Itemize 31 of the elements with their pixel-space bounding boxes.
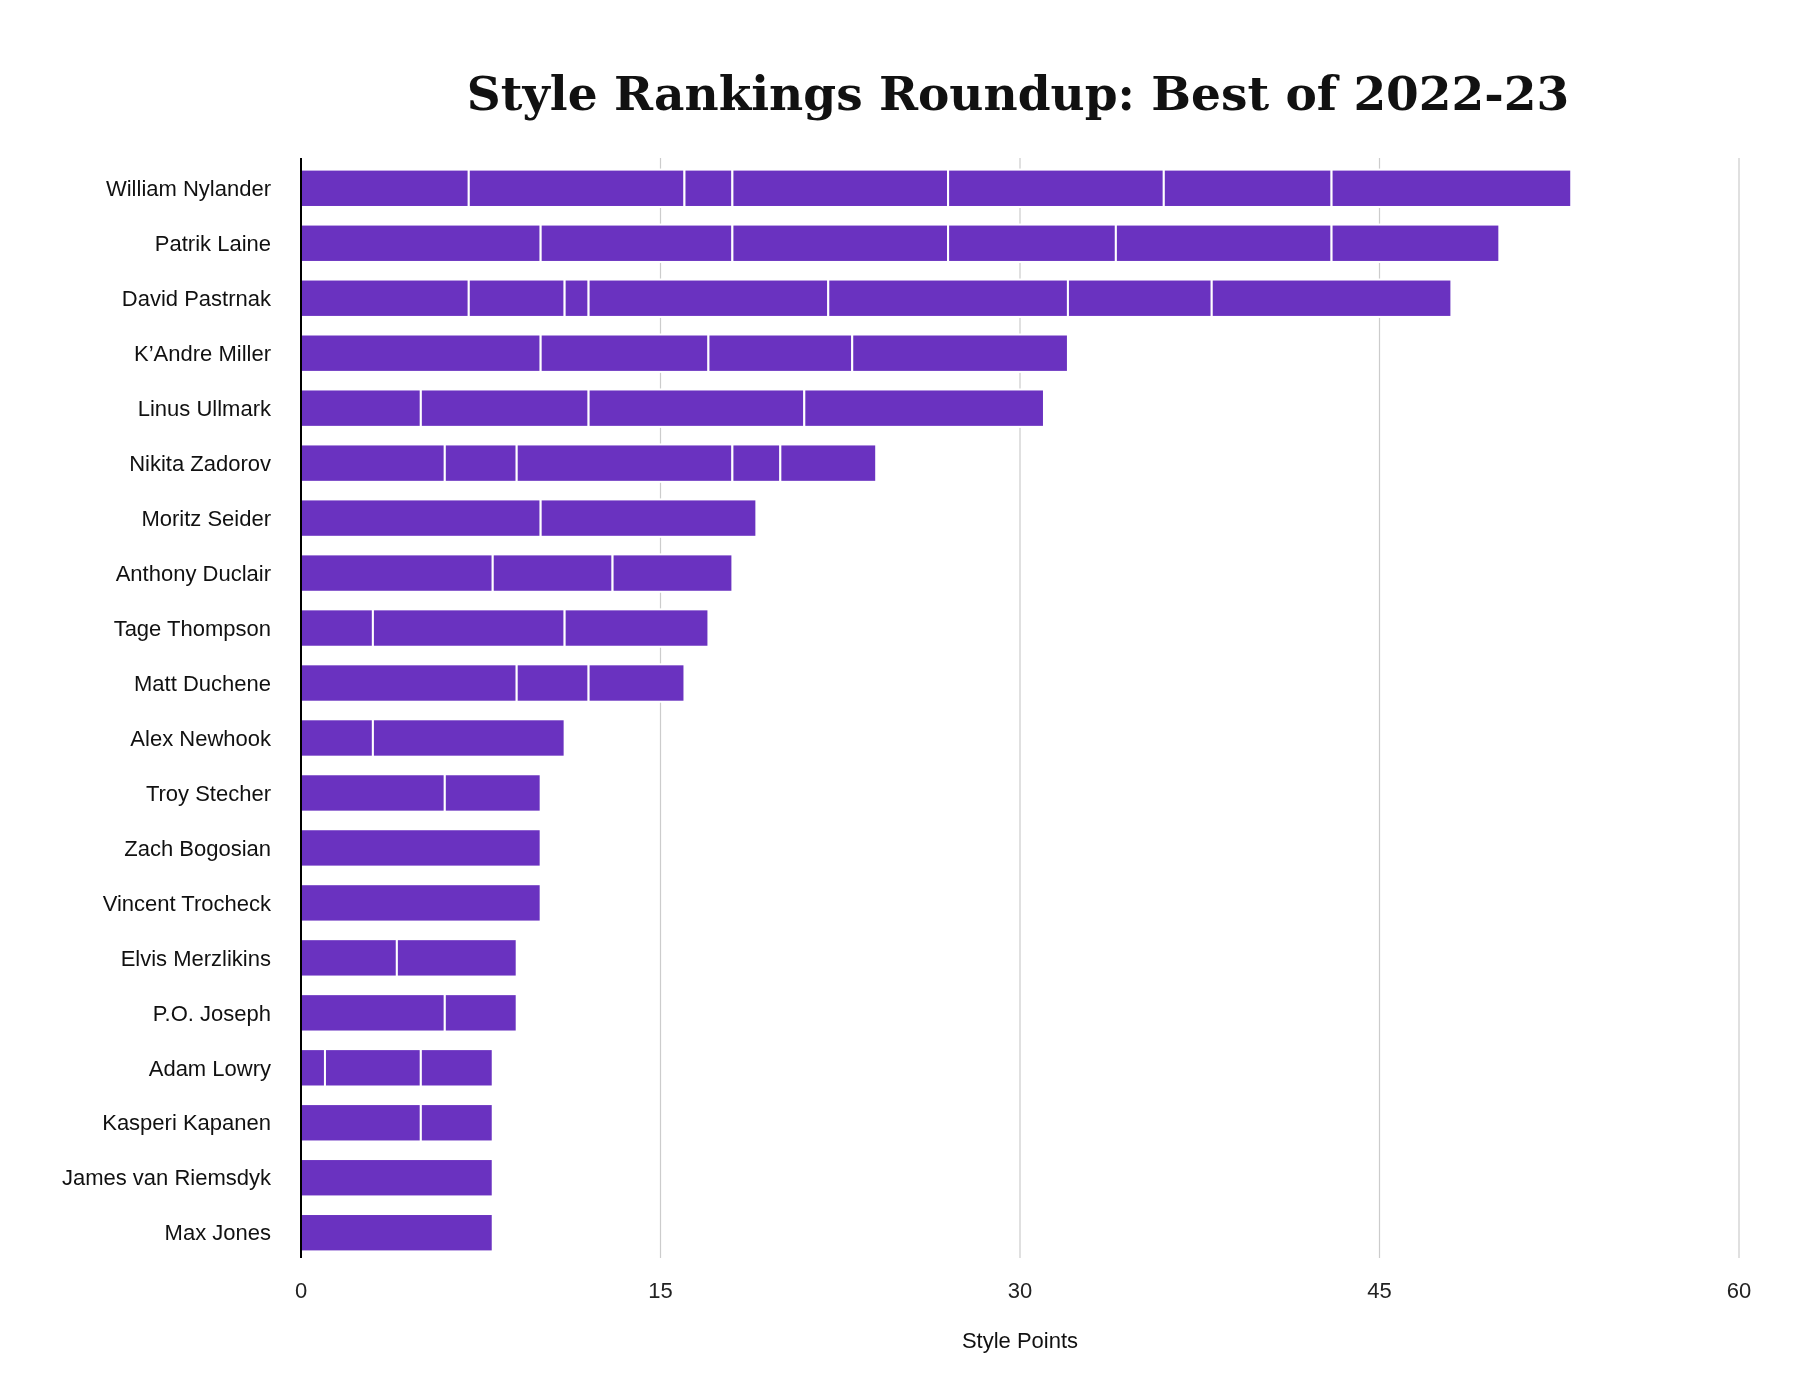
- y-tick-label: Zach Bogosian: [124, 835, 271, 861]
- x-tick-label: 60: [1726, 1278, 1752, 1303]
- bar: [300, 1213, 494, 1253]
- y-tick-label: Moritz Seider: [141, 505, 271, 531]
- bar: [300, 828, 542, 868]
- y-tick-label: Adam Lowry: [148, 1055, 271, 1081]
- bar: [300, 1158, 494, 1198]
- y-tick-label: Matt Duchene: [134, 670, 271, 696]
- y-tick-label: Patrik Laine: [154, 230, 271, 256]
- x-tick-label: 45: [1367, 1278, 1392, 1303]
- y-tick-label: Elvis Merzlikins: [120, 945, 271, 971]
- y-tick-label: Max Jones: [164, 1220, 271, 1246]
- y-tick-label: K’Andre Miller: [134, 340, 271, 366]
- y-tick-label: Nikita Zadorov: [129, 450, 271, 476]
- y-tick-label: Vincent Trocheck: [102, 890, 272, 916]
- y-tick-label: William Nylander: [105, 175, 271, 201]
- x-tick-label: 30: [1007, 1278, 1033, 1303]
- y-tick-label: P.O. Joseph: [152, 1000, 271, 1026]
- y-tick-label: James van Riemsdyk: [61, 1165, 272, 1191]
- x-tick-label: 15: [648, 1278, 673, 1303]
- x-tick-label: 0: [294, 1278, 308, 1303]
- y-tick-label: Anthony Duclair: [115, 560, 271, 586]
- x-axis-title: Style Points: [961, 1328, 1079, 1353]
- y-tick-label: Troy Stecher: [145, 780, 271, 806]
- y-tick-label: Alex Newhook: [130, 725, 272, 751]
- y-tick-label: David Pastrnak: [121, 285, 272, 311]
- y-tick-label: Kasperi Kapanen: [102, 1110, 271, 1136]
- y-tick-label: Linus Ullmark: [137, 395, 272, 421]
- bar: [300, 883, 542, 923]
- chart-title: Style Rankings Roundup: Best of 2022-23: [466, 66, 1570, 121]
- y-tick-label: Tage Thompson: [113, 615, 271, 641]
